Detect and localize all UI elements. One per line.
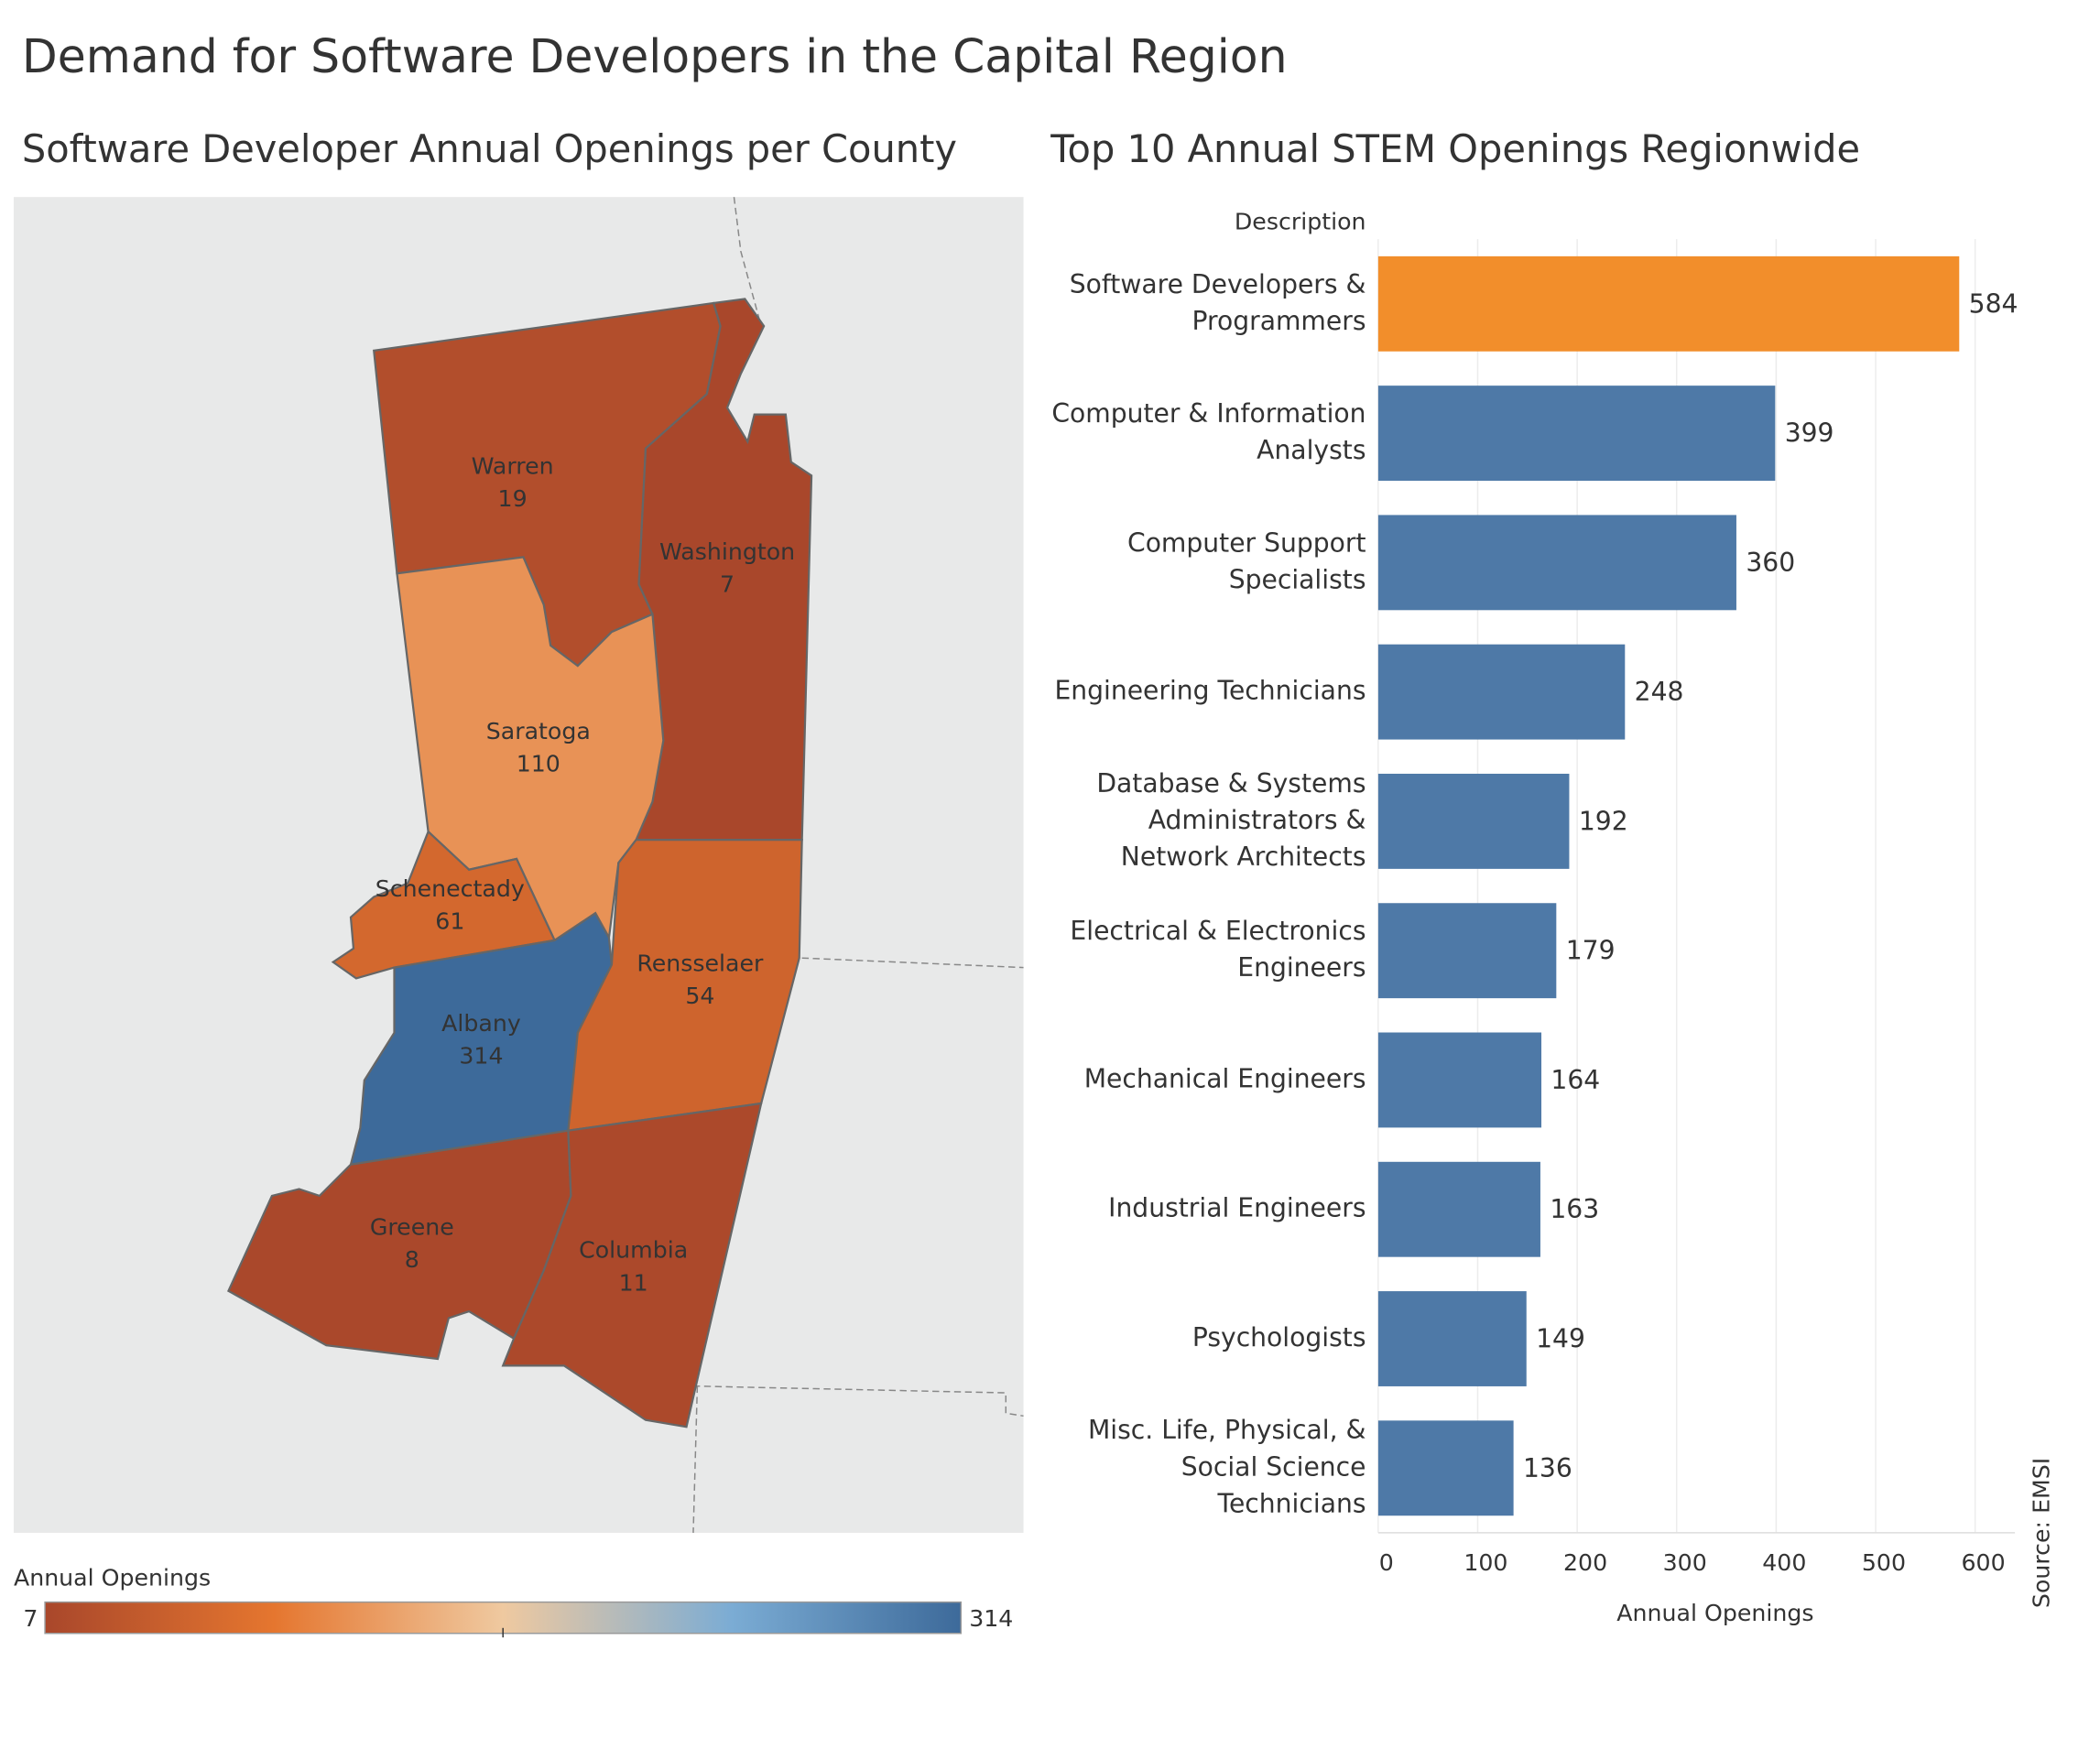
legend-title: Annual Openings [14, 1564, 211, 1591]
category-label: Psychologists [1192, 1322, 1366, 1352]
county-name: Washington [659, 538, 795, 565]
bar [1377, 386, 1776, 482]
value-label: 163 [1550, 1194, 1599, 1224]
category-label: Database & Systems Administrators & Networ… [1096, 768, 1366, 872]
value-label: 360 [1746, 548, 1795, 578]
x-axis-title: Annual Openings [1616, 1600, 1813, 1626]
category-label: Electrical & Electronics Engineers [1070, 916, 1366, 983]
x-tick-label: 400 [1762, 1549, 1806, 1576]
source-note: Source: EMSI [2029, 1458, 2055, 1608]
county-value: 54 [685, 983, 714, 1009]
map-title: Software Developer Annual Openings per C… [22, 126, 957, 171]
bar [1377, 1032, 1542, 1128]
category-label: Computer & Information Analysts [1051, 398, 1366, 465]
category-label: Software Developers & Programmers [1070, 269, 1366, 336]
state-border [692, 197, 1024, 1533]
county-value: 314 [459, 1043, 503, 1070]
category-label: Industrial Engineers [1108, 1193, 1366, 1223]
value-label: 164 [1551, 1065, 1600, 1095]
bar-title: Top 10 Annual STEM Openings Regionwide [1050, 126, 1860, 171]
bar [1377, 903, 1557, 999]
value-label: 179 [1566, 936, 1616, 966]
bar [1377, 255, 1960, 352]
bar [1377, 773, 1570, 869]
y-axis-header: Description [1235, 208, 1366, 234]
x-tick-label: 0 [1379, 1549, 1394, 1576]
bar [1377, 644, 1626, 740]
county-value: 19 [498, 485, 528, 512]
value-label: 149 [1536, 1323, 1585, 1353]
bar [1377, 1291, 1527, 1386]
x-tick-label: 100 [1463, 1549, 1507, 1576]
county-name: Greene [370, 1214, 454, 1241]
legend-min: 7 [23, 1605, 38, 1632]
category-label: Engineering Technicians [1054, 676, 1366, 706]
county [634, 298, 813, 842]
value-label: 584 [1969, 288, 2018, 319]
county-name: Schenectady [375, 875, 525, 902]
x-tick-label: 500 [1862, 1549, 1906, 1576]
category-label: Mechanical Engineers [1084, 1063, 1366, 1093]
value-label: 399 [1785, 418, 1834, 449]
county-value: 61 [435, 908, 464, 935]
county-name: Rensselaer [637, 950, 764, 977]
category-label: Computer Support Specialists [1127, 527, 1366, 594]
county-name: Albany [441, 1010, 521, 1037]
bar [1377, 515, 1736, 611]
county-value: 11 [619, 1269, 648, 1296]
x-tick-label: 200 [1563, 1549, 1607, 1576]
legend-max: 314 [969, 1605, 1013, 1632]
x-tick-label: 300 [1663, 1549, 1707, 1576]
county [331, 830, 557, 980]
county [567, 838, 803, 1132]
value-label: 248 [1635, 677, 1684, 707]
bar [1377, 1161, 1540, 1257]
value-label: 136 [1523, 1453, 1572, 1483]
dashboard-title: Demand for Software Developers in the Ca… [22, 29, 1288, 83]
county-value: 110 [517, 750, 560, 777]
x-tick-label: 600 [1962, 1549, 2006, 1576]
county [501, 1102, 763, 1428]
county-name: Columbia [579, 1237, 688, 1264]
county-name: Warren [472, 452, 554, 479]
county-name: Saratoga [486, 718, 591, 744]
county-value: 7 [720, 571, 734, 598]
county-value: 8 [405, 1246, 419, 1273]
bar [1377, 1420, 1514, 1516]
category-label: Misc. Life, Physical, & Social Science Tec… [1088, 1415, 1366, 1518]
value-label: 192 [1579, 806, 1628, 836]
